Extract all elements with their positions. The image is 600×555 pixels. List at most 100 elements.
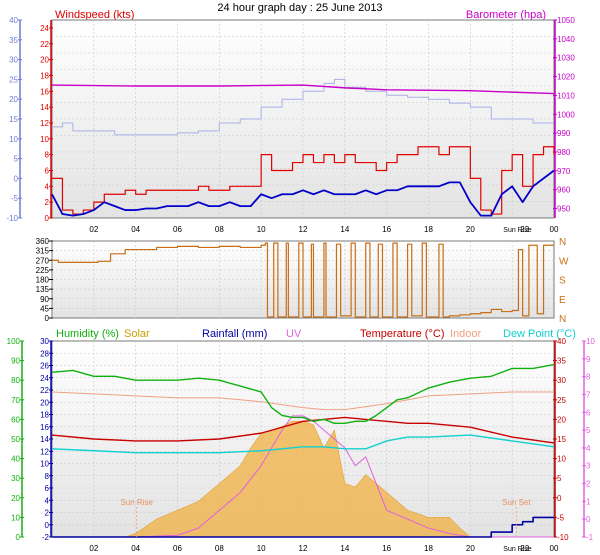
x-tick-label: 12 <box>299 225 308 234</box>
outer-left-axis-label: 5 <box>14 155 19 164</box>
uv-axis-label: 0 <box>586 515 591 524</box>
windspeed-label: Windspeed (kts) <box>55 9 134 21</box>
rainfall-axis-label: 14 <box>40 435 49 444</box>
direction-axis-label: 315 <box>36 247 50 256</box>
barometer-line <box>51 84 555 95</box>
direction-axis-label: 225 <box>36 266 50 275</box>
rainfall-axis-label: 18 <box>40 411 49 420</box>
humidity-axis-label: 40 <box>11 455 20 464</box>
barometer-axis-label: 950 <box>557 205 571 214</box>
wind-direction-line <box>52 242 554 318</box>
direction-axis-label: 45 <box>40 304 49 313</box>
x-tick-label: 08 <box>215 544 224 553</box>
temperature-axis-label: -5 <box>557 513 565 522</box>
barometer-axis-label: 960 <box>557 186 571 195</box>
windspeed-line <box>52 146 555 215</box>
temperature-axis-label: -10 <box>557 533 569 542</box>
uv-line <box>52 415 554 538</box>
direction-axis-label: 180 <box>36 276 50 285</box>
barometer-axis-label: 1020 <box>557 73 575 82</box>
indoor-label: Indoor <box>450 328 482 340</box>
barometer-axis-label: 1040 <box>557 35 575 44</box>
x-tick-label: 20 <box>466 225 475 234</box>
windspeed-axis-label: 10 <box>40 135 49 144</box>
x-tick-label: 10 <box>257 544 266 553</box>
compass-label: S <box>559 276 566 287</box>
rainfall-axis-label: 2 <box>45 509 50 518</box>
barometer-axis-label: 980 <box>557 148 571 157</box>
solar-area <box>52 420 554 538</box>
uv-axis-label: 7 <box>586 390 591 399</box>
average-wind-line <box>51 169 555 217</box>
humidity-axis-label: 70 <box>11 396 20 405</box>
uv-axis-label: -1 <box>586 533 594 542</box>
indoor-line <box>51 391 554 411</box>
outer-left-axis-label: 40 <box>9 16 18 25</box>
x-tick-label: 22 <box>520 544 529 553</box>
rainfall-line <box>52 516 554 538</box>
x-tick-label: 16 <box>382 225 391 234</box>
humidity-axis-label: 0 <box>16 533 21 542</box>
direction-axis-label: 270 <box>36 256 50 265</box>
direction-axis-label: 0 <box>45 314 50 323</box>
humidity-axis-label: 60 <box>11 415 20 424</box>
rainfall-axis-label: 16 <box>40 423 49 432</box>
outer-trace-line <box>52 78 554 136</box>
rainfall-axis-label: 8 <box>45 472 50 481</box>
outer-left-axis-label: 20 <box>9 95 18 104</box>
barometer-label: Barometer (hpa) <box>466 9 546 21</box>
barometer-axis-label: 1030 <box>557 54 575 63</box>
compass-label: N <box>559 237 566 248</box>
windspeed-axis-label: 8 <box>45 151 50 160</box>
humidity-axis-label: 20 <box>11 494 20 503</box>
windspeed-axis-label: 6 <box>45 166 50 175</box>
temperature-axis-label: 30 <box>557 376 566 385</box>
compass-label: E <box>559 295 566 306</box>
x-tick-label: 18 <box>424 225 433 234</box>
x-tick-label: 06 <box>173 544 182 553</box>
direction-axis-label: 360 <box>36 237 50 246</box>
temperature-axis-label: 15 <box>557 435 566 444</box>
temperature-axis-label: 40 <box>557 337 566 346</box>
temperature-axis-label: 20 <box>557 415 566 424</box>
temperature-axis-label: 5 <box>557 474 562 483</box>
temperature-label: Temperature (°C) <box>360 328 444 340</box>
rainfall-axis-label: 26 <box>40 362 49 371</box>
x-tick-label: 20 <box>466 544 475 553</box>
windspeed-axis-label: 12 <box>40 119 49 128</box>
humidity-label: Humidity (%) <box>56 328 119 340</box>
humidity-axis-label: 50 <box>11 435 20 444</box>
uv-axis-label: 2 <box>586 480 591 489</box>
dew-point-label: Dew Point (°C) <box>503 328 576 340</box>
windspeed-axis-label: 22 <box>40 40 49 49</box>
windspeed-axis-label: 16 <box>40 87 49 96</box>
compass-label: W <box>559 256 569 267</box>
dew-point-line <box>51 434 555 454</box>
x-tick-label: 04 <box>131 225 140 234</box>
outer-left-axis-label: 35 <box>9 36 18 45</box>
outer-left-axis-label: 15 <box>9 115 18 124</box>
windspeed-axis-label: 0 <box>45 214 50 223</box>
outer-left-axis-label: 30 <box>9 56 18 65</box>
windspeed-axis-label: 24 <box>40 24 49 33</box>
humidity-line <box>51 363 555 425</box>
outer-left-axis-label: 10 <box>9 135 18 144</box>
windspeed-axis-label: 2 <box>45 198 50 207</box>
uv-label: UV <box>286 328 302 340</box>
x-tick-label: 14 <box>340 544 349 553</box>
barometer-axis-label: 990 <box>557 129 571 138</box>
temperature-axis-label: 0 <box>557 494 562 503</box>
x-tick-label: Sun Rise <box>503 546 532 553</box>
x-tick-label: 16 <box>382 544 391 553</box>
temperature-axis-label: 25 <box>557 396 566 405</box>
uv-axis-label: 10 <box>586 337 595 346</box>
humidity-axis-label: 100 <box>7 337 21 346</box>
x-tick-label: 02 <box>89 544 98 553</box>
windspeed-axis-label: 20 <box>40 56 49 65</box>
x-tick-label: 10 <box>257 225 266 234</box>
uv-axis-label: 3 <box>586 462 591 471</box>
x-tick-label: 02 <box>89 225 98 234</box>
rainfall-axis-label: 4 <box>45 496 50 505</box>
x-tick-label: 06 <box>173 225 182 234</box>
